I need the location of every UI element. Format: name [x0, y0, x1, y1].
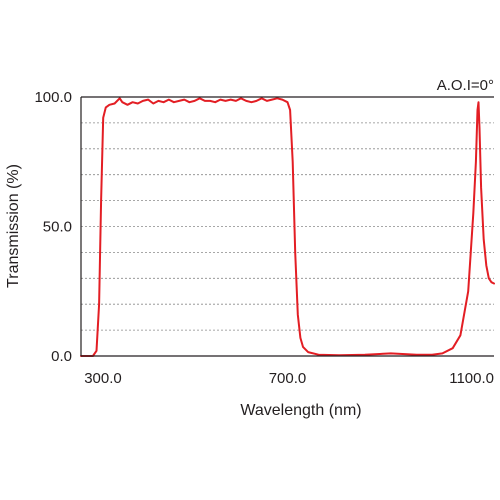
- x-tick-label: 1100.0: [449, 370, 494, 387]
- y-tick-labels: 0.0 50.0 100.0: [34, 89, 72, 365]
- x-axis-label: Wavelength (nm): [240, 402, 361, 419]
- x-tick-label: 300.0: [84, 370, 122, 387]
- plot-frame: [80, 96, 494, 357]
- aoi-annotation: A.O.I=0°: [437, 77, 494, 94]
- y-tick-label: 0.0: [51, 348, 72, 365]
- y-tick-label: 100.0: [34, 89, 72, 106]
- y-axis-label: Transmission (%): [5, 164, 22, 288]
- x-tick-labels: 300.0 700.0 1100.0: [84, 370, 494, 387]
- y-tick-label: 50.0: [43, 219, 72, 236]
- grid-lines: [81, 122, 494, 331]
- x-tick-label: 700.0: [269, 370, 307, 387]
- transmission-curve: [80, 97, 495, 357]
